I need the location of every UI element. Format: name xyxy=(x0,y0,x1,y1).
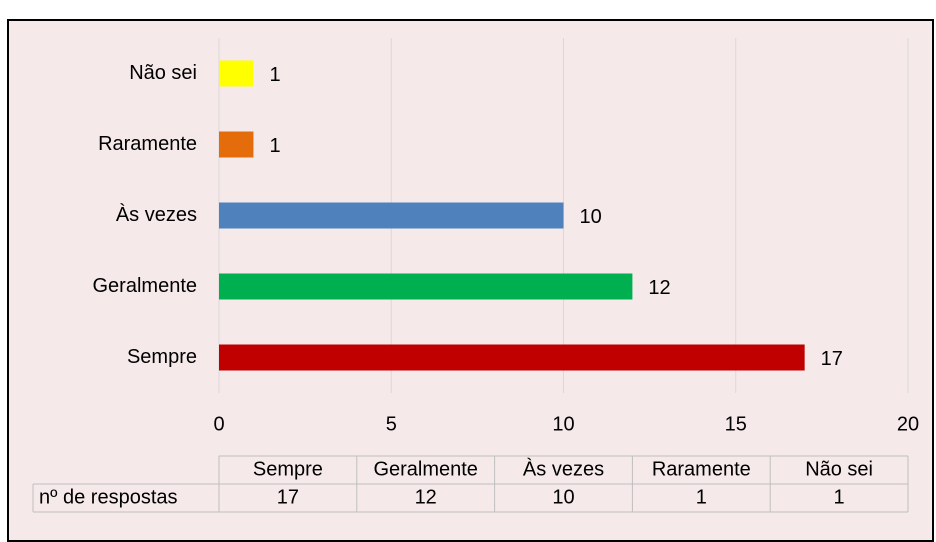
y-tick-label: Às vezes xyxy=(116,203,197,226)
table-header: Às vezes xyxy=(523,457,604,480)
bar xyxy=(219,131,254,158)
data-label: 1 xyxy=(269,64,280,86)
y-tick-label: Raramente xyxy=(98,133,197,155)
x-tick-label: 5 xyxy=(386,413,397,435)
y-tick-label: Geralmente xyxy=(93,275,198,297)
table-value: 17 xyxy=(277,486,299,508)
bar xyxy=(219,273,633,300)
x-tick-label: 20 xyxy=(897,413,919,435)
x-tick-label: 0 xyxy=(213,413,224,435)
bar xyxy=(219,60,254,87)
table-value: 10 xyxy=(552,486,574,508)
table-value: 1 xyxy=(696,486,707,508)
bar xyxy=(219,202,564,229)
table-header: Não sei xyxy=(805,458,873,480)
data-label: 12 xyxy=(648,277,670,299)
data-label: 1 xyxy=(269,135,280,157)
y-tick-label: Não sei xyxy=(129,62,197,84)
x-tick-label: 15 xyxy=(725,413,747,435)
table-value: 12 xyxy=(415,486,437,508)
table-header: Sempre xyxy=(253,458,323,480)
bar xyxy=(219,344,805,371)
x-tick-label: 10 xyxy=(552,413,574,435)
table-value: 1 xyxy=(834,486,845,508)
table-header: Raramente xyxy=(652,458,751,480)
data-label: 17 xyxy=(821,348,843,370)
data-label: 10 xyxy=(580,206,602,228)
table-header: Geralmente xyxy=(373,458,478,480)
y-tick-label: Sempre xyxy=(127,346,197,368)
table-row-label: nº de respostas xyxy=(39,486,178,508)
